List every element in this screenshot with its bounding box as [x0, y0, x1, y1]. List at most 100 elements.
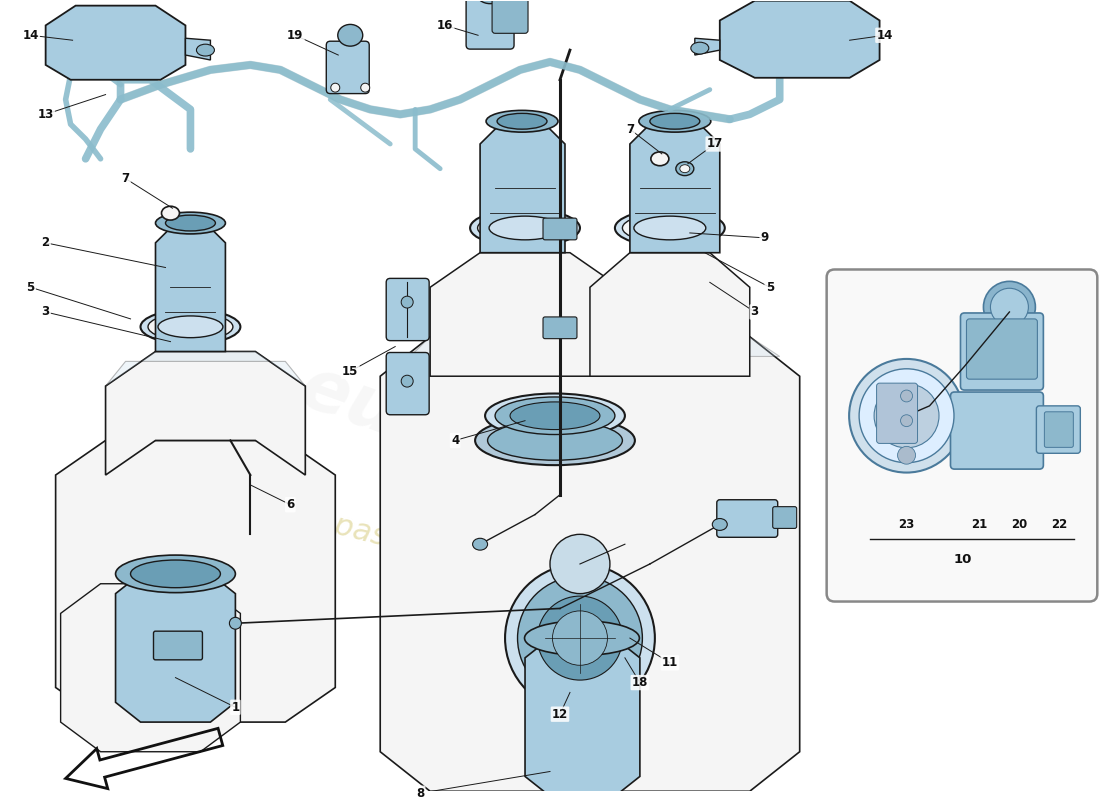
Ellipse shape: [505, 564, 654, 712]
Ellipse shape: [651, 152, 669, 166]
Ellipse shape: [475, 416, 635, 465]
Ellipse shape: [634, 216, 706, 240]
Polygon shape: [60, 584, 241, 752]
Polygon shape: [116, 574, 235, 722]
Ellipse shape: [525, 621, 639, 655]
Polygon shape: [106, 351, 306, 475]
Ellipse shape: [990, 288, 1028, 326]
Ellipse shape: [650, 114, 700, 129]
Text: 10: 10: [954, 553, 971, 566]
Polygon shape: [719, 1, 880, 78]
FancyBboxPatch shape: [386, 353, 429, 414]
Text: a passion for parts since 1985: a passion for parts since 1985: [302, 504, 757, 644]
Text: 22: 22: [1052, 518, 1067, 531]
Polygon shape: [525, 638, 640, 796]
Text: eurocarparts: eurocarparts: [290, 353, 810, 598]
FancyBboxPatch shape: [960, 313, 1044, 390]
Ellipse shape: [486, 110, 558, 132]
Polygon shape: [410, 337, 780, 357]
Ellipse shape: [901, 390, 913, 402]
Text: 2: 2: [42, 236, 50, 250]
Text: 17: 17: [706, 138, 723, 150]
Ellipse shape: [510, 402, 600, 430]
Ellipse shape: [338, 25, 363, 46]
Ellipse shape: [552, 611, 607, 666]
Ellipse shape: [675, 162, 694, 176]
Text: 7: 7: [121, 172, 130, 185]
Polygon shape: [381, 337, 800, 791]
Text: 11: 11: [662, 656, 678, 670]
Polygon shape: [695, 38, 719, 55]
Ellipse shape: [639, 110, 711, 132]
Ellipse shape: [901, 414, 913, 426]
FancyBboxPatch shape: [492, 0, 528, 34]
FancyBboxPatch shape: [1044, 412, 1074, 447]
Ellipse shape: [131, 560, 220, 588]
FancyBboxPatch shape: [950, 392, 1044, 469]
Ellipse shape: [148, 313, 233, 341]
Polygon shape: [430, 253, 620, 376]
FancyBboxPatch shape: [154, 631, 202, 660]
Text: 5: 5: [766, 281, 773, 294]
Text: 19: 19: [287, 29, 304, 42]
Polygon shape: [590, 253, 750, 376]
Polygon shape: [155, 223, 226, 351]
Text: 3: 3: [42, 306, 50, 318]
Text: 18: 18: [631, 676, 648, 689]
FancyBboxPatch shape: [543, 317, 578, 338]
Ellipse shape: [859, 369, 954, 462]
Text: 12: 12: [552, 708, 568, 721]
Ellipse shape: [680, 165, 690, 173]
Text: 20: 20: [1011, 518, 1027, 531]
Text: 21: 21: [971, 518, 988, 531]
Text: 1: 1: [231, 701, 240, 714]
Ellipse shape: [230, 618, 241, 629]
Polygon shape: [480, 124, 565, 253]
Polygon shape: [56, 441, 336, 722]
FancyBboxPatch shape: [772, 506, 796, 529]
Ellipse shape: [487, 421, 623, 460]
Ellipse shape: [497, 114, 547, 129]
Ellipse shape: [155, 212, 226, 234]
Ellipse shape: [550, 534, 609, 594]
Ellipse shape: [476, 0, 504, 4]
Ellipse shape: [623, 213, 717, 243]
FancyBboxPatch shape: [327, 42, 370, 94]
Ellipse shape: [691, 42, 708, 54]
Ellipse shape: [495, 397, 615, 434]
Polygon shape: [106, 351, 306, 386]
Text: 13: 13: [37, 108, 54, 121]
Ellipse shape: [141, 310, 241, 344]
Ellipse shape: [116, 555, 235, 593]
Polygon shape: [45, 6, 186, 80]
FancyBboxPatch shape: [543, 218, 578, 240]
Ellipse shape: [331, 83, 340, 92]
Text: 14: 14: [22, 29, 38, 42]
Ellipse shape: [615, 210, 725, 246]
Ellipse shape: [983, 282, 1035, 333]
Ellipse shape: [158, 316, 223, 338]
Ellipse shape: [849, 359, 964, 473]
Ellipse shape: [197, 44, 215, 56]
Text: 7: 7: [626, 122, 634, 136]
Ellipse shape: [162, 206, 179, 220]
Text: 8: 8: [416, 786, 425, 800]
FancyBboxPatch shape: [967, 319, 1037, 379]
Ellipse shape: [402, 375, 414, 387]
Ellipse shape: [402, 296, 414, 308]
Text: 6: 6: [286, 498, 295, 511]
Text: 16: 16: [437, 19, 453, 32]
Ellipse shape: [485, 394, 625, 438]
Text: 9: 9: [760, 231, 769, 244]
Ellipse shape: [517, 576, 642, 700]
FancyBboxPatch shape: [386, 278, 429, 341]
Ellipse shape: [490, 216, 561, 240]
Ellipse shape: [473, 538, 487, 550]
Ellipse shape: [538, 596, 623, 680]
Ellipse shape: [713, 518, 727, 530]
FancyBboxPatch shape: [877, 383, 917, 443]
Ellipse shape: [477, 213, 572, 243]
Text: 4: 4: [451, 434, 459, 447]
Ellipse shape: [165, 215, 216, 231]
FancyBboxPatch shape: [827, 270, 1098, 602]
